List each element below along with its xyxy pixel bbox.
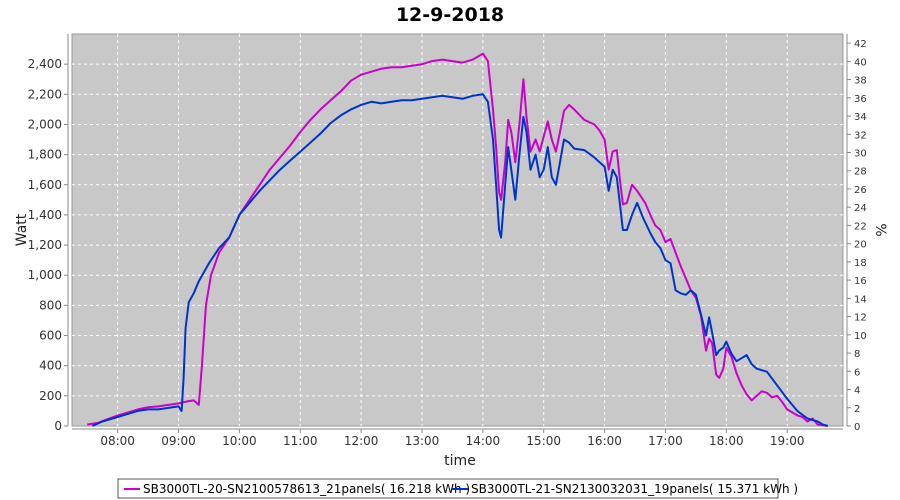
y-tick-label: 200 (39, 389, 62, 403)
y2-tick-label: 34 (854, 112, 867, 123)
plot-area (71, 33, 844, 427)
x-tick-label: 08:00 (100, 434, 135, 448)
y-tick-label: 400 (39, 359, 62, 373)
y-tick-label: 2,000 (28, 117, 62, 131)
y-tick-label: 2,200 (28, 87, 62, 101)
x-tick-label: 17:00 (648, 434, 683, 448)
y2-tick-label: 38 (854, 76, 867, 87)
x-tick-label: 18:00 (709, 434, 744, 448)
y2-tick-label: 30 (854, 149, 867, 160)
x-tick-label: 14:00 (466, 434, 501, 448)
y-tick-label: 1,000 (28, 268, 62, 282)
y2-tick-label: 6 (854, 367, 860, 378)
y2-tick-label: 28 (854, 167, 867, 178)
y2-tick-label: 32 (854, 130, 867, 141)
y2-tick-label: 12 (854, 313, 867, 324)
x-tick-label: 12:00 (344, 434, 379, 448)
legend-label-2: SB3000TL-21-SN2130032031_19panels( 15.37… (471, 482, 798, 496)
x-tick-label: 15:00 (526, 434, 561, 448)
y2-tick-label: 42 (854, 39, 867, 50)
chart-title: 12-9-2018 (396, 4, 504, 26)
y2-tick-label: 0 (854, 422, 860, 433)
y2-tick-label: 10 (854, 331, 867, 342)
x-tick-label: 11:00 (283, 434, 318, 448)
y2-tick-label: 8 (854, 349, 860, 360)
y2-tick-label: 16 (854, 276, 867, 287)
x-axis-title: time (444, 453, 476, 469)
x-tick-label: 16:00 (587, 434, 622, 448)
x-tick-label: 10:00 (222, 434, 257, 448)
series-line-1 (87, 52, 828, 427)
series-lines (87, 52, 829, 427)
y-axis-title: Watt (14, 213, 30, 246)
x-tick-label: 19:00 (770, 434, 805, 448)
y2-tick-label: 24 (854, 203, 867, 214)
y-tick-label: 1,800 (28, 148, 62, 162)
y2-axis-title: % (872, 223, 888, 236)
y-axis-left: 0 200 400 600 800 1,000 1,200 1,400 1,600 1,800 2,… (28, 34, 69, 433)
y-tick-label: 600 (39, 329, 62, 343)
x-tick-label: 13:00 (405, 434, 440, 448)
y-tick-label: 1,200 (28, 238, 62, 252)
y2-tick-label: 36 (854, 94, 867, 105)
y2-tick-label: 2 (854, 404, 860, 415)
y-tick-label: 2,400 (28, 57, 62, 71)
y2-tick-label: 22 (854, 221, 867, 232)
y2-tick-label: 40 (854, 57, 867, 68)
legend-items: SB3000TL-20-SN2100578613_21panels( 16.21… (124, 482, 798, 496)
y2-tick-label: 18 (854, 258, 867, 269)
y-tick-label: 800 (39, 298, 62, 312)
gridlines (72, 34, 843, 426)
y-tick-label: 0 (54, 419, 62, 433)
series-line-2 (91, 93, 829, 427)
legend (117, 478, 779, 499)
y2-tick-label: 26 (854, 185, 867, 196)
y-tick-label: 1,600 (28, 178, 62, 192)
y2-tick-label: 14 (854, 294, 867, 305)
legend-label-1: SB3000TL-20-SN2100578613_21panels( 16.21… (143, 482, 470, 496)
y2-tick-label: 4 (854, 386, 860, 397)
y-tick-label: 1,400 (28, 208, 62, 222)
x-tick-label: 09:00 (161, 434, 196, 448)
x-axis: 08:00 09:00 10:00 11:00 12:00 13:00 14:00 15:00… (72, 428, 843, 448)
y2-tick-label: 20 (854, 240, 867, 251)
